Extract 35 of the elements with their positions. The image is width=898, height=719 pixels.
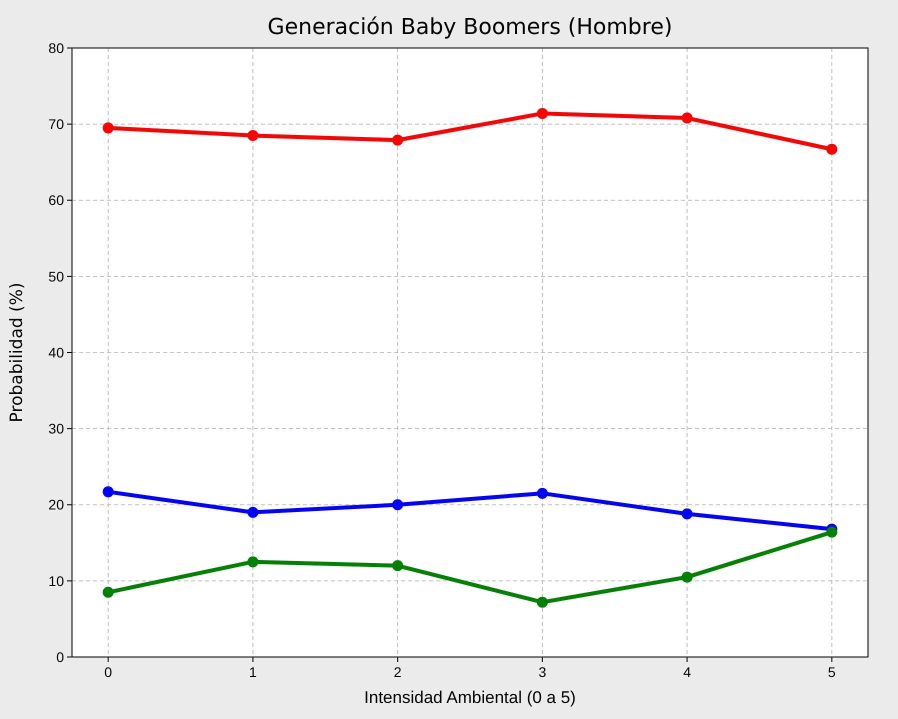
point: [536, 488, 548, 499]
chart-title: Generación Baby Boomers (Hombre): [268, 15, 672, 40]
point: [102, 586, 114, 598]
y-tick-label: 50: [48, 268, 64, 284]
point: [392, 134, 404, 146]
point: [682, 508, 693, 520]
y-tick-label: 0: [56, 648, 64, 665]
y-tick-label: 70: [48, 116, 64, 132]
point: [536, 108, 548, 119]
point: [247, 506, 258, 518]
y-tick-label: 40: [48, 344, 64, 360]
point: [536, 596, 548, 608]
x-axis-title: Intensidad Ambiental (0 a 5): [364, 688, 576, 707]
y-tick-label: 20: [48, 496, 64, 513]
y-tick-label: 10: [48, 572, 64, 589]
y-tick-label: 80: [48, 40, 64, 56]
point: [682, 572, 693, 583]
x-tick-label: 5: [828, 664, 836, 680]
y-tick-label: 60: [48, 192, 64, 208]
point: [392, 560, 404, 572]
y-tick-label: 30: [48, 420, 64, 437]
y-axis-title: Probabilidad (%): [7, 282, 27, 422]
point: [826, 526, 838, 538]
point: [247, 130, 258, 142]
point: [102, 486, 114, 498]
point: [102, 122, 114, 134]
x-tick-label: 0: [104, 664, 112, 680]
point: [682, 112, 693, 124]
point: [247, 556, 258, 568]
x-tick-label: 2: [394, 664, 402, 680]
point: [392, 499, 404, 510]
x-tick-label: 1: [249, 664, 258, 680]
x-tick-label: 4: [683, 664, 692, 680]
point: [826, 144, 838, 155]
x-tick-label: 3: [538, 664, 546, 680]
